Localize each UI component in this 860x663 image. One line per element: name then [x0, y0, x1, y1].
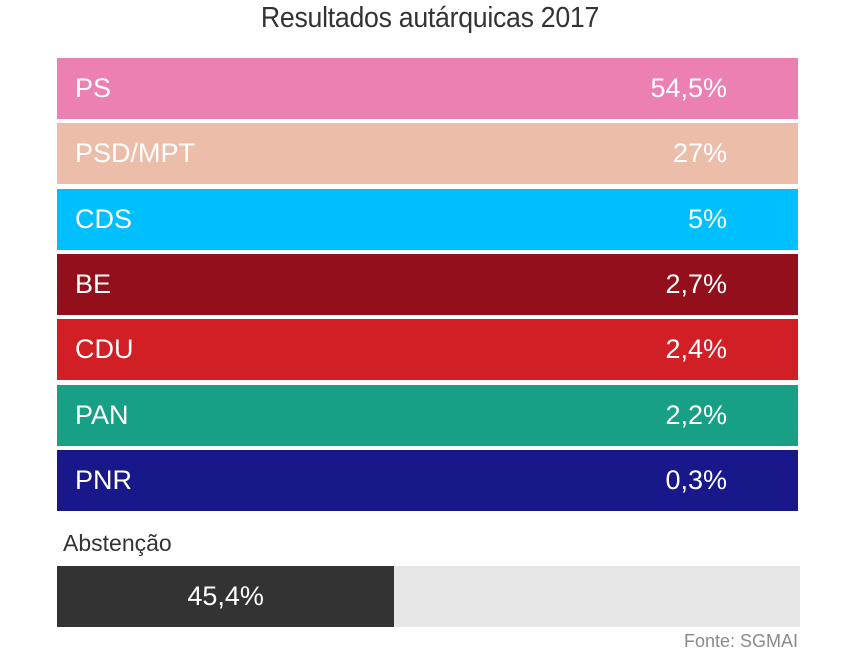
bar-label: PS	[75, 73, 112, 103]
bar-label: PSD/MPT	[75, 138, 196, 168]
bar-label: CDS	[75, 204, 133, 234]
bar-value-label: 5%	[687, 204, 727, 234]
bar-label: PAN	[75, 400, 129, 430]
bar-label: BE	[75, 269, 112, 299]
bar-pnr: PNR 0,3%	[57, 450, 798, 511]
bar-pan: PAN 2,2%	[57, 385, 798, 446]
bar-cdu: CDU 2,4%	[57, 319, 798, 380]
bar-value-label: 2,7%	[665, 269, 727, 299]
abstention-bar-track: 45,4%	[57, 566, 800, 627]
abstention-label: Abstenção	[63, 530, 172, 556]
abstention-value-label: 45,4%	[187, 581, 264, 611]
source-note: Fonte: SGMAI	[683, 631, 798, 651]
bar-label: CDU	[75, 334, 134, 364]
abstention-bar-fill: 45,4%	[57, 566, 395, 627]
bar-value-label: 27%	[672, 138, 727, 168]
chart-title: Resultados autárquicas 2017	[260, 2, 600, 34]
bar-value-label: 2,4%	[665, 334, 727, 364]
bar-psd-mpt: PSD/MPT 27%	[57, 123, 798, 184]
bar-be: BE 2,7%	[57, 254, 798, 315]
bar-ps: PS 54,5%	[57, 58, 798, 119]
bar-cds: CDS 5%	[57, 189, 798, 250]
bar-value-label: 2,2%	[665, 400, 727, 430]
bar-value-label: 54,5%	[650, 73, 727, 103]
bar-value-label: 0,3%	[665, 465, 727, 495]
bar-label: PNR	[75, 465, 133, 495]
